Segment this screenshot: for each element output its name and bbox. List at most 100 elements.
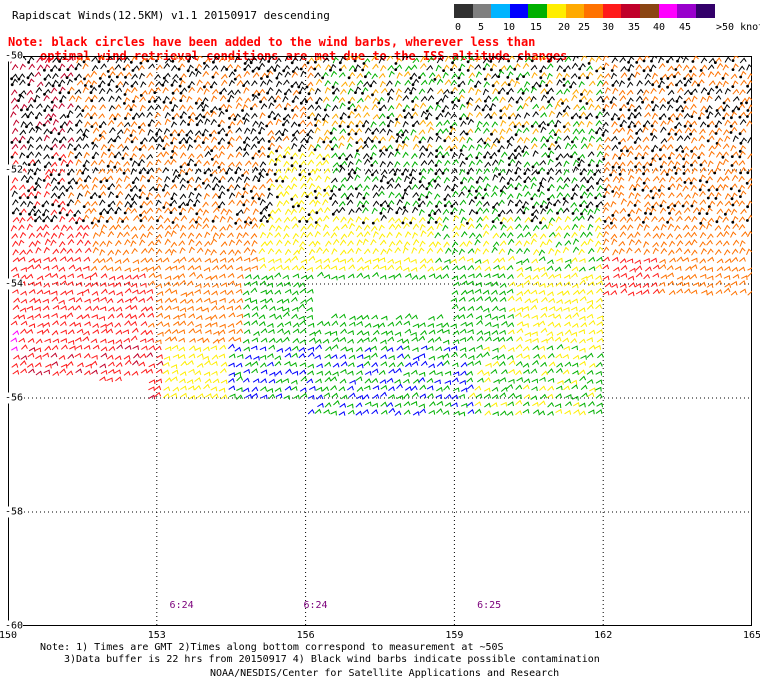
quality-flag-dot: [641, 156, 645, 160]
wind-barb: [300, 137, 307, 144]
wind-barb: [74, 209, 81, 216]
quality-flag-dot: [171, 179, 175, 183]
wind-barb: [723, 230, 730, 238]
wind-barb: [162, 393, 170, 399]
wind-barb: [482, 176, 489, 183]
quality-flag-dot: [131, 69, 135, 72]
wind-barb: [324, 184, 332, 191]
quality-flag-dot: [353, 59, 357, 63]
scale-label: 20: [557, 22, 571, 33]
wind-barb: [314, 329, 322, 335]
wind-barb: [602, 246, 610, 253]
wind-barb: [410, 267, 418, 272]
wind-barb: [106, 87, 113, 95]
wind-barb: [676, 112, 684, 120]
wind-barb: [379, 80, 386, 88]
wind-barb: [180, 360, 188, 367]
quality-flag-dot: [195, 123, 199, 127]
quality-flag-dot: [74, 155, 78, 159]
wind-barb: [634, 111, 642, 118]
wind-barb: [451, 103, 459, 110]
wind-barb: [315, 119, 322, 126]
quality-flag-dot: [281, 179, 285, 183]
wind-barb: [420, 360, 428, 367]
wind-barb: [348, 71, 356, 79]
wind-barb: [556, 298, 563, 304]
wind-barb: [116, 274, 124, 280]
quality-flag-dot: [194, 187, 197, 191]
wind-barb: [322, 119, 329, 127]
wind-barb: [195, 215, 203, 223]
wind-barb: [139, 191, 146, 198]
wind-barb: [747, 110, 752, 117]
wind-barb: [157, 331, 164, 337]
quality-flag-dot: [75, 123, 78, 127]
wind-barb: [613, 266, 620, 272]
quality-flag-dot: [546, 139, 549, 143]
wind-barb: [354, 56, 362, 62]
quality-flag-dot: [586, 188, 590, 192]
wind-barb: [427, 87, 434, 94]
wind-barb: [260, 304, 268, 310]
wind-barb: [603, 166, 610, 174]
wind-barb: [234, 113, 241, 120]
wind-barb: [66, 78, 74, 86]
wind-barb: [706, 283, 714, 288]
wind-barb: [700, 96, 707, 103]
wind-barb: [484, 296, 492, 302]
wind-barb: [692, 207, 700, 214]
wind-barb: [707, 120, 715, 127]
wind-barb: [572, 289, 580, 295]
wind-barb: [99, 376, 106, 382]
wind-barb: [692, 282, 700, 287]
scale-swatch: [584, 4, 604, 18]
quality-flag-dot: [33, 172, 37, 176]
wind-barb: [236, 209, 244, 215]
wind-barb: [266, 201, 273, 208]
quality-flag-dot: [282, 69, 286, 73]
wind-barb: [92, 176, 99, 184]
wind-barb: [405, 272, 412, 278]
wind-barb: [130, 282, 138, 288]
wind-barb: [445, 145, 452, 152]
wind-barb: [139, 338, 147, 344]
wind-barb: [298, 346, 306, 352]
quality-flag-dot: [242, 187, 246, 191]
wind-barb: [67, 233, 74, 240]
wind-barb: [107, 137, 115, 144]
quality-flag-dot: [411, 124, 415, 127]
wind-barb: [251, 239, 258, 247]
wind-barb: [611, 238, 618, 245]
wind-barb: [18, 224, 25, 231]
wind-barb: [579, 279, 587, 285]
wind-barb: [100, 338, 107, 344]
wind-barb: [26, 103, 34, 110]
wind-barb: [610, 289, 618, 296]
quality-flag-dot: [283, 155, 286, 159]
wind-barb: [580, 56, 588, 61]
wind-barb: [130, 208, 138, 214]
wind-barb: [219, 297, 226, 303]
wind-barb: [235, 166, 242, 173]
wind-barb: [203, 88, 210, 95]
wind-barb: [300, 111, 307, 119]
wind-barb: [298, 80, 305, 88]
wind-barb: [51, 264, 59, 270]
scale-label: 40: [652, 22, 666, 33]
wind-barb: [555, 367, 563, 374]
quality-flag-dot: [259, 100, 262, 104]
quality-flag-dot: [562, 84, 566, 87]
wind-barb: [427, 136, 434, 143]
wind-barb: [324, 361, 332, 367]
wind-barb: [77, 224, 84, 231]
wind-barb: [179, 298, 187, 304]
quality-flag-dot: [569, 85, 572, 89]
quality-flag-dot: [539, 182, 543, 185]
wind-barb: [500, 151, 508, 158]
wind-barb: [43, 190, 50, 198]
wind-barb: [563, 88, 571, 95]
wind-barb: [466, 384, 474, 390]
wind-barb: [316, 271, 324, 277]
wind-barb: [691, 199, 698, 207]
wind-barb: [634, 104, 642, 111]
